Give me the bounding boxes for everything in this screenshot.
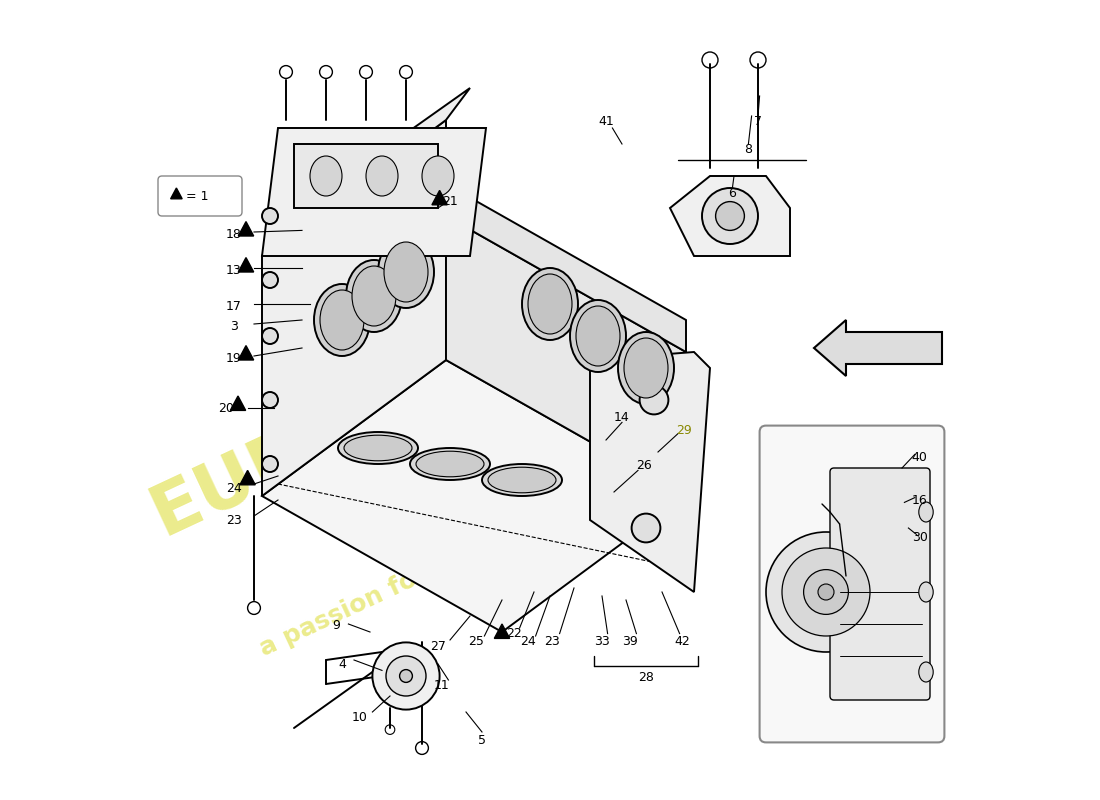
Text: 26: 26	[637, 459, 652, 472]
Ellipse shape	[346, 260, 402, 332]
Text: 28: 28	[638, 671, 653, 684]
Ellipse shape	[416, 451, 484, 477]
Text: 5: 5	[478, 734, 486, 746]
Polygon shape	[670, 176, 790, 256]
Ellipse shape	[320, 290, 364, 350]
Circle shape	[782, 548, 870, 636]
Text: 6: 6	[728, 187, 736, 200]
Polygon shape	[239, 222, 254, 236]
Text: EUROSPARE: EUROSPARE	[140, 282, 608, 550]
Text: = 1: = 1	[186, 190, 209, 202]
Ellipse shape	[624, 338, 668, 398]
Text: 17: 17	[227, 300, 242, 313]
Ellipse shape	[410, 448, 490, 480]
Text: 24: 24	[519, 635, 536, 648]
Text: 21: 21	[442, 195, 458, 208]
Ellipse shape	[618, 332, 674, 404]
Ellipse shape	[422, 156, 454, 196]
Polygon shape	[262, 360, 686, 632]
Text: 10: 10	[352, 711, 367, 724]
Polygon shape	[590, 352, 710, 592]
Circle shape	[766, 532, 886, 652]
FancyBboxPatch shape	[158, 176, 242, 216]
Text: 4: 4	[338, 658, 345, 670]
Polygon shape	[446, 184, 686, 352]
Polygon shape	[262, 120, 446, 496]
Text: 42: 42	[674, 635, 690, 648]
Ellipse shape	[310, 156, 342, 196]
Text: 18: 18	[227, 228, 242, 241]
Text: 25: 25	[469, 635, 484, 648]
Ellipse shape	[488, 467, 556, 493]
Ellipse shape	[352, 266, 396, 326]
Ellipse shape	[314, 284, 370, 356]
Ellipse shape	[338, 432, 418, 464]
Text: 16: 16	[912, 494, 927, 506]
Text: 11: 11	[434, 679, 450, 692]
Circle shape	[262, 456, 278, 472]
Ellipse shape	[482, 464, 562, 496]
Text: 30: 30	[912, 531, 927, 544]
Ellipse shape	[384, 242, 428, 302]
Text: a passion for parts since 1988: a passion for parts since 1988	[256, 459, 652, 661]
Text: 20: 20	[218, 402, 234, 414]
Circle shape	[386, 656, 426, 696]
Circle shape	[262, 328, 278, 344]
Ellipse shape	[918, 582, 933, 602]
Text: 22: 22	[506, 627, 521, 640]
Text: 41: 41	[598, 115, 614, 128]
Ellipse shape	[918, 502, 933, 522]
Polygon shape	[494, 624, 509, 638]
Circle shape	[702, 188, 758, 244]
FancyBboxPatch shape	[760, 426, 945, 742]
Text: 14: 14	[614, 411, 630, 424]
Circle shape	[818, 584, 834, 600]
Polygon shape	[239, 258, 254, 272]
Circle shape	[262, 392, 278, 408]
Ellipse shape	[528, 274, 572, 334]
Text: 19: 19	[227, 352, 242, 365]
Circle shape	[804, 570, 848, 614]
Ellipse shape	[918, 662, 933, 682]
Text: 24: 24	[227, 482, 242, 494]
Polygon shape	[814, 320, 942, 376]
Text: 9: 9	[332, 619, 340, 632]
Polygon shape	[230, 396, 245, 410]
Ellipse shape	[576, 306, 620, 366]
Ellipse shape	[570, 300, 626, 372]
Circle shape	[399, 670, 412, 682]
Circle shape	[373, 642, 440, 710]
Ellipse shape	[522, 268, 578, 340]
Ellipse shape	[378, 236, 434, 308]
Circle shape	[639, 386, 669, 414]
Text: 13: 13	[227, 264, 242, 277]
Text: 40: 40	[912, 451, 927, 464]
Polygon shape	[432, 190, 448, 205]
Polygon shape	[170, 188, 183, 198]
Text: 3: 3	[230, 320, 238, 333]
Text: 23: 23	[543, 635, 560, 648]
Polygon shape	[446, 216, 686, 496]
Circle shape	[262, 272, 278, 288]
Polygon shape	[239, 346, 254, 360]
Circle shape	[631, 514, 660, 542]
Text: 27: 27	[430, 640, 446, 653]
Text: 23: 23	[227, 514, 242, 526]
Text: 8: 8	[745, 143, 752, 156]
Ellipse shape	[344, 435, 412, 461]
Text: 33: 33	[594, 635, 609, 648]
Circle shape	[716, 202, 745, 230]
Circle shape	[262, 208, 278, 224]
Text: 39: 39	[623, 635, 638, 648]
Polygon shape	[262, 128, 486, 256]
FancyBboxPatch shape	[830, 468, 930, 700]
Polygon shape	[240, 470, 255, 485]
Polygon shape	[262, 88, 470, 256]
Text: 7: 7	[754, 115, 762, 128]
Text: 29: 29	[676, 424, 692, 437]
Polygon shape	[294, 144, 438, 208]
Ellipse shape	[366, 156, 398, 196]
